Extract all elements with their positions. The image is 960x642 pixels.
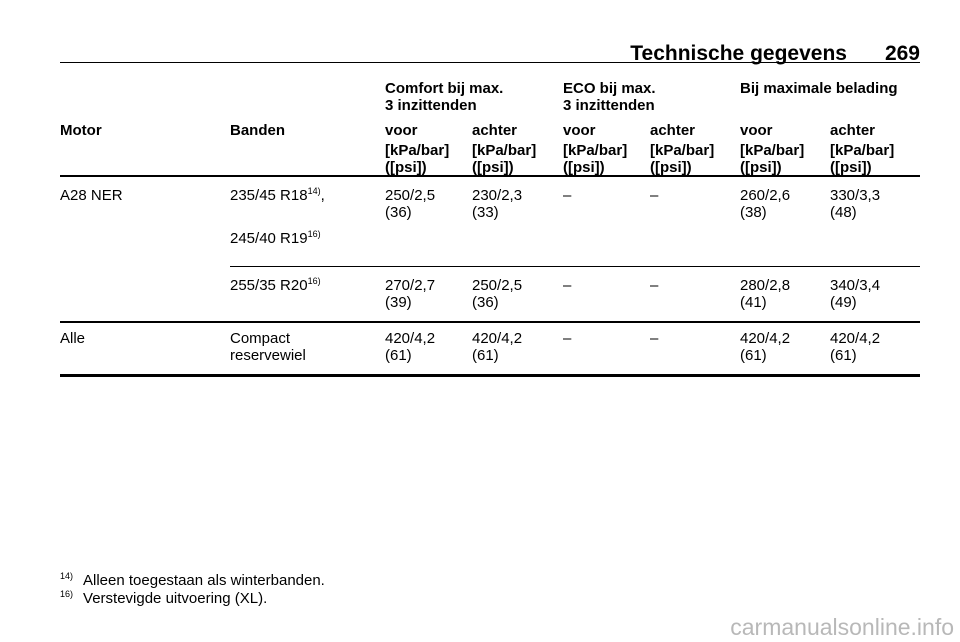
pressure: 270/2,7 (39) <box>385 277 436 311</box>
footnote: 16) Verstevigde uitvoering (XL). <box>60 589 268 608</box>
pressure: 250/2,5 (36) <box>472 277 523 311</box>
rule <box>60 175 920 177</box>
unit-header: [kPa/bar] ([psi]) <box>563 142 628 176</box>
rule <box>60 321 920 323</box>
footnote-ref: 16) <box>307 229 321 239</box>
column-header: achter <box>472 122 518 139</box>
column-header: voor <box>385 122 418 139</box>
motor: A28 NER <box>60 187 123 204</box>
unit-header: [kPa/bar] ([psi]) <box>385 142 450 176</box>
column-header: Motor <box>60 122 102 139</box>
rule <box>60 62 920 63</box>
tyre-size: 255/35 R20 <box>230 277 308 294</box>
column-header: voor <box>740 122 773 139</box>
pressure: – <box>563 277 572 294</box>
pressure: – <box>650 330 659 347</box>
motor: Alle <box>60 330 86 347</box>
tyre: 245/40 R1916) <box>230 229 321 248</box>
footnote-mark: 16) <box>60 589 74 599</box>
tyre-size: Compact reservewiel <box>230 330 306 364</box>
tyre: 255/35 R2016) <box>230 276 321 295</box>
unit-header: [kPa/bar] ([psi]) <box>740 142 805 176</box>
pressure: 330/3,3 (48) <box>830 187 881 221</box>
tyre: 235/45 R1814), <box>230 186 325 205</box>
group-header: Bij maximale belading <box>740 80 898 97</box>
page-title-number: Technische gegevens 269 <box>630 18 920 66</box>
tyre: Compact reservewiel <box>230 330 306 364</box>
column-header: Banden <box>230 122 286 139</box>
footnote-mark: 14) <box>60 571 74 581</box>
column-header: voor <box>563 122 596 139</box>
tyre-size: 245/40 R19 <box>230 230 308 247</box>
group-header: ECO bij max. 3 inzittenden <box>563 80 656 114</box>
footnote-ref: 14) <box>307 186 321 196</box>
pressure: 420/4,2 (61) <box>472 330 523 364</box>
watermark: carmanualsonline.info <box>730 614 954 640</box>
tyre-size: 235/45 R18 <box>230 187 308 204</box>
pressure: 260/2,6 (38) <box>740 187 791 221</box>
pressure: 420/4,2 (61) <box>385 330 436 364</box>
pressure: – <box>650 187 659 204</box>
tyre-suffix: , <box>320 187 325 204</box>
pressure: 280/2,8 (41) <box>740 277 791 311</box>
footnote-ref: 16) <box>307 276 321 286</box>
page-number: 269 <box>884 42 920 65</box>
footnote: 14) Alleen toegestaan als winterbanden. <box>60 571 325 590</box>
page-title: Technische gegevens <box>630 42 847 65</box>
unit-header: [kPa/bar] ([psi]) <box>650 142 715 176</box>
group-header: Comfort bij max. 3 inzittenden <box>385 80 504 114</box>
pressure: 250/2,5 (36) <box>385 187 436 221</box>
unit-header: [kPa/bar] ([psi]) <box>830 142 895 176</box>
footnote-text: Verstevigde uitvoering (XL). <box>83 590 268 607</box>
rule <box>60 374 920 377</box>
pressure: 340/3,4 (49) <box>830 277 881 311</box>
unit-header: [kPa/bar] ([psi]) <box>472 142 537 176</box>
rule <box>230 266 920 267</box>
column-header: achter <box>830 122 876 139</box>
pressure: 420/4,2 (61) <box>740 330 791 364</box>
footnote-text: Alleen toegestaan als winterbanden. <box>83 572 325 589</box>
pressure: – <box>650 277 659 294</box>
pressure: – <box>563 330 572 347</box>
column-header: achter <box>650 122 696 139</box>
pressure: 420/4,2 (61) <box>830 330 881 364</box>
pressure: – <box>563 187 572 204</box>
pressure: 230/2,3 (33) <box>472 187 523 221</box>
